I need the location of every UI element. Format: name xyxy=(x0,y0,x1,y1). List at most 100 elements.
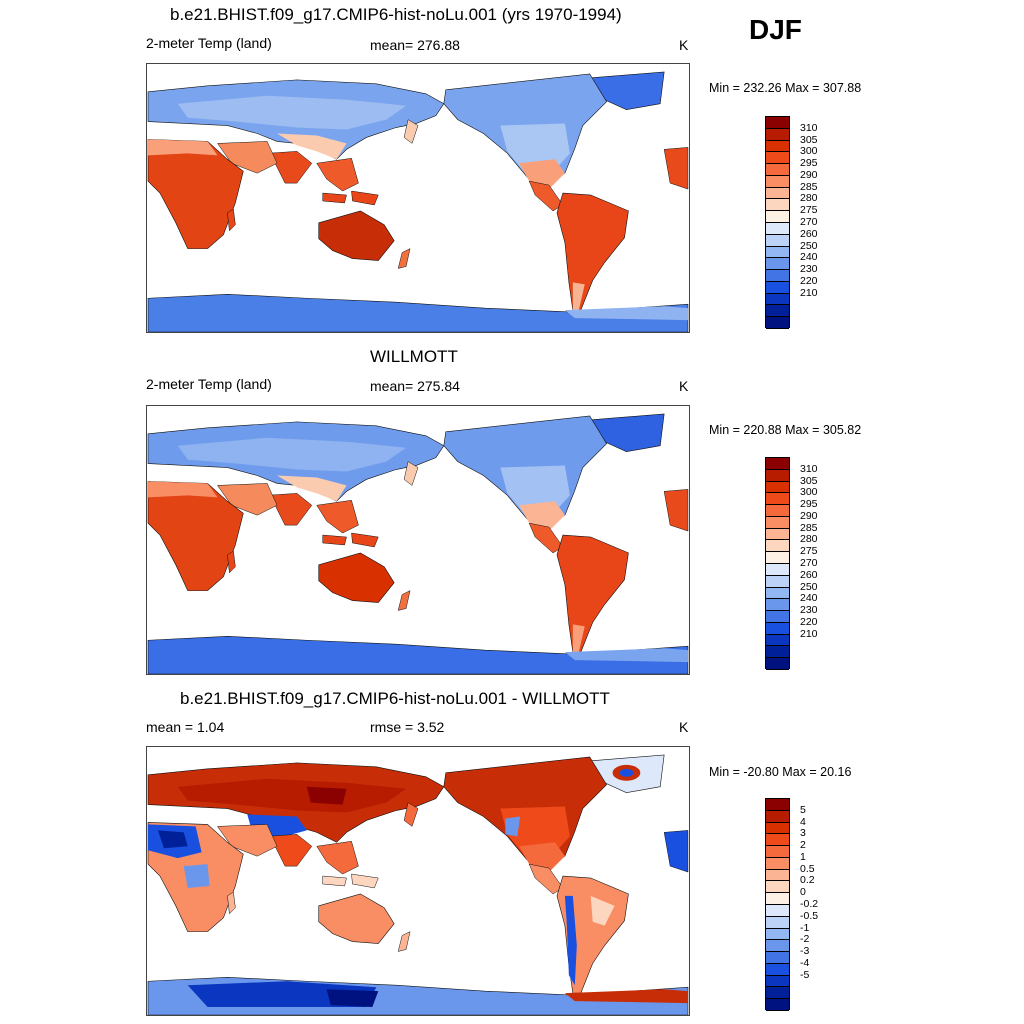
colorbar-swatch xyxy=(766,140,789,153)
colorbar-swatch xyxy=(766,516,789,529)
colorbar-swatch xyxy=(766,540,789,553)
colorbar-swatch xyxy=(766,528,789,541)
colorbar-label: 0.5 xyxy=(800,862,815,875)
colorbar-swatch xyxy=(766,905,789,917)
panel3-mean: mean = 1.04 xyxy=(146,719,225,735)
colorbar-label: 210 xyxy=(800,627,818,640)
panel1-mean: mean= 276.88 xyxy=(370,37,460,53)
panel3-minmax: Min = -20.80 Max = 20.16 xyxy=(709,765,852,779)
panel1-map xyxy=(146,63,690,333)
panel2-mean: mean= 275.84 xyxy=(370,378,460,394)
australia xyxy=(318,210,395,261)
colorbar-label: 290 xyxy=(800,168,818,181)
panel3-title: b.e21.BHIST.f09_g17.CMIP6-hist-noLu.001 … xyxy=(180,689,610,708)
colorbar-swatch xyxy=(766,564,789,576)
colorbar-label: 280 xyxy=(800,192,818,205)
colorbar-swatch xyxy=(766,505,789,517)
south-america xyxy=(556,534,629,653)
colorbar-swatch xyxy=(766,187,789,200)
colorbar-swatch xyxy=(766,128,789,141)
colorbar-swatch xyxy=(766,211,789,223)
south-america xyxy=(556,192,629,311)
colorbar-label: 295 xyxy=(800,157,818,170)
colorbar-label: 310 xyxy=(800,462,818,475)
africa xyxy=(147,481,244,591)
panel3-units: K xyxy=(679,719,689,735)
antarctica xyxy=(147,635,689,674)
colorbar-label: 240 xyxy=(800,592,818,605)
colorbar-swatch xyxy=(766,152,789,165)
colorbar-label: 275 xyxy=(800,204,818,217)
colorbar-swatch xyxy=(766,857,789,870)
colorbar-swatch xyxy=(766,810,789,823)
colorbar-label: 270 xyxy=(800,216,818,228)
australia xyxy=(318,552,395,603)
colorbar-label: 240 xyxy=(800,251,818,264)
colorbar-swatch xyxy=(766,622,789,635)
colorbar-label: 290 xyxy=(800,509,818,522)
colorbar-label: 280 xyxy=(800,533,818,546)
colorbar-swatch xyxy=(766,799,789,811)
colorbar-label: 230 xyxy=(800,604,818,617)
colorbar-label: 300 xyxy=(800,486,818,499)
colorbar-label: 275 xyxy=(800,545,818,558)
colorbar-label: 270 xyxy=(800,557,818,569)
panel1-colorbar xyxy=(765,116,790,329)
colorbar-label: 0 xyxy=(800,886,806,899)
panel2-map xyxy=(146,405,690,675)
antarctica xyxy=(147,293,689,332)
colorbar-swatch xyxy=(766,999,789,1011)
colorbar-label: 0.2 xyxy=(800,874,815,887)
colorbar-swatch xyxy=(766,223,789,235)
colorbar-swatch xyxy=(766,270,789,282)
colorbar-swatch xyxy=(766,940,789,953)
colorbar-swatch xyxy=(766,646,789,659)
panel3-colorbar xyxy=(765,798,790,1011)
africa xyxy=(147,139,244,249)
colorbar-swatch xyxy=(766,963,789,976)
colorbar-swatch xyxy=(766,928,789,941)
colorbar-swatch xyxy=(766,599,789,612)
colorbar-swatch xyxy=(766,869,789,882)
colorbar-swatch xyxy=(766,846,789,858)
colorbar-swatch xyxy=(766,834,789,847)
colorbar-swatch xyxy=(766,611,789,623)
colorbar-label: 220 xyxy=(800,274,818,287)
colorbar-label: 305 xyxy=(800,474,818,487)
colorbar-label: 230 xyxy=(800,263,818,276)
colorbar-label: 220 xyxy=(800,615,818,628)
colorbar-swatch xyxy=(766,493,789,506)
colorbar-swatch xyxy=(766,305,789,318)
panel3-rmse: rmse = 3.52 xyxy=(370,719,445,735)
colorbar-swatch xyxy=(766,481,789,494)
colorbar-swatch xyxy=(766,293,789,306)
colorbar-label: 1 xyxy=(800,850,806,863)
colorbar-swatch xyxy=(766,881,789,894)
colorbar-label: 295 xyxy=(800,498,818,511)
colorbar-swatch xyxy=(766,234,789,247)
panel2-variable-label: 2-meter Temp (land) xyxy=(146,376,272,392)
colorbar-label: 260 xyxy=(800,227,818,240)
australia xyxy=(318,893,395,944)
colorbar-swatch xyxy=(766,952,789,964)
colorbar-swatch xyxy=(766,893,789,905)
panel2-title: WILLMOTT xyxy=(370,347,458,366)
colorbar-label: -0.5 xyxy=(800,909,819,922)
panel2-colorbar xyxy=(765,457,790,670)
colorbar-label: 4 xyxy=(800,815,806,828)
colorbar-swatch xyxy=(766,258,789,271)
colorbar-swatch xyxy=(766,575,789,588)
panel2-minmax: Min = 220.88 Max = 305.82 xyxy=(709,423,862,437)
colorbar-label: -5 xyxy=(800,968,810,981)
colorbar-swatch xyxy=(766,281,789,294)
colorbar-label: 305 xyxy=(800,133,818,146)
colorbar-label: 285 xyxy=(800,180,818,193)
panel1-title: b.e21.BHIST.f09_g17.CMIP6-hist-noLu.001 … xyxy=(170,5,622,24)
colorbar-swatch xyxy=(766,246,789,259)
colorbar-swatch xyxy=(766,164,789,176)
colorbar-label: -0.2 xyxy=(800,898,819,910)
colorbar-label: 250 xyxy=(800,239,818,252)
colorbar-swatch xyxy=(766,458,789,470)
colorbar-label: -4 xyxy=(800,956,810,969)
colorbar-label: 210 xyxy=(800,286,818,299)
